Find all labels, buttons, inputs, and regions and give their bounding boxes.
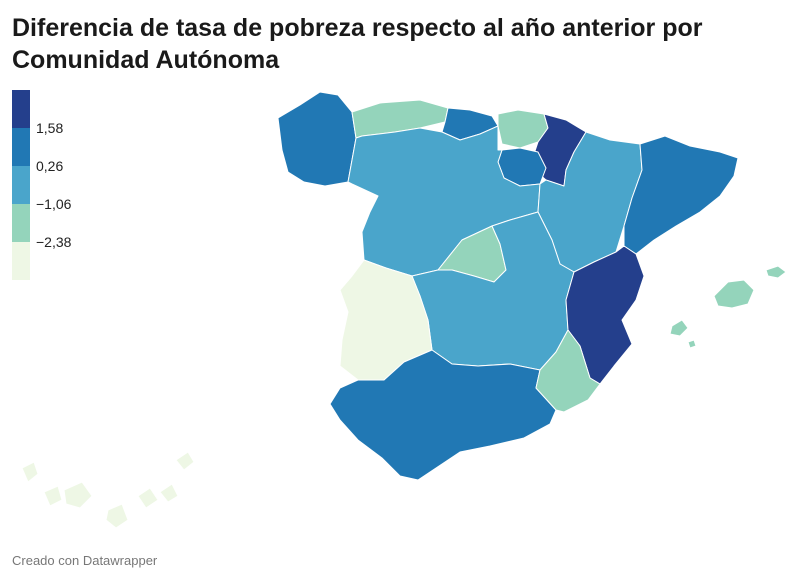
- region-islas-baleares[interactable]: [669, 265, 787, 349]
- legend-tick-label: −2,38: [36, 234, 72, 250]
- legend-tick-label: 0,26: [36, 158, 64, 174]
- region-canarias[interactable]: [21, 451, 195, 529]
- chart-title: Diferencia de tasa de pobreza respecto a…: [12, 14, 703, 74]
- legend-swatch-0: [12, 90, 30, 128]
- region-galicia[interactable]: [277, 91, 357, 187]
- legend-swatch-4: [12, 242, 30, 280]
- color-legend: 1,58 0,26 −1,06 −2,38: [12, 90, 112, 285]
- region-andalucia[interactable]: [329, 349, 557, 481]
- legend-swatch-3: [12, 204, 30, 242]
- legend-tick-label: 1,58: [36, 120, 64, 136]
- credit-footer: Creado con Datawrapper: [12, 553, 158, 568]
- region-cataluna[interactable]: [623, 135, 739, 255]
- legend-swatch-1: [12, 128, 30, 166]
- legend-tick-label: −1,06: [36, 196, 72, 212]
- region-murcia[interactable]: [535, 329, 601, 413]
- region-comunidad-valenciana[interactable]: [565, 245, 645, 385]
- legend-swatch-2: [12, 166, 30, 204]
